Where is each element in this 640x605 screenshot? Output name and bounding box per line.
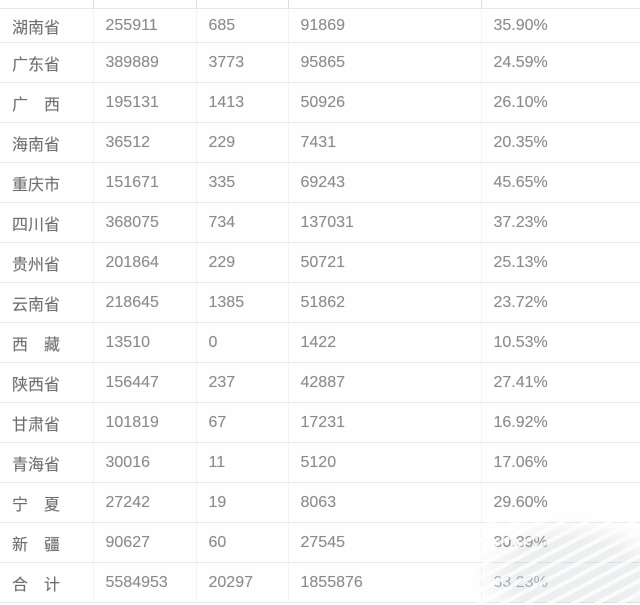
cell-value-2: 0 <box>196 322 289 363</box>
cell-percent: 17.06% <box>481 442 640 483</box>
cell-value-3: 50926 <box>288 82 482 123</box>
cell-value-1: 218645 <box>93 282 197 323</box>
cell-percent: 37.23% <box>481 202 640 243</box>
clipped-cell <box>0 0 94 9</box>
table-row: 湖南省 255911 685 91869 35.90% <box>0 8 640 43</box>
cell-percent: 25.13% <box>481 242 640 283</box>
table-row-total: 合 计 5584953 20297 1855876 33.23% <box>0 562 640 603</box>
cell-value-2: 11 <box>196 442 289 483</box>
cell-value-1: 13510 <box>93 322 197 363</box>
table-row: 宁 夏 27242 19 8063 29.60% <box>0 482 640 523</box>
cell-province: 四川省 <box>0 202 94 243</box>
cell-value-3: 5120 <box>288 442 482 483</box>
clipped-row-top <box>0 0 640 9</box>
cell-province: 广 西 <box>0 82 94 123</box>
cell-percent: 16.92% <box>481 402 640 443</box>
cell-province: 宁 夏 <box>0 482 94 523</box>
cell-value-1: 156447 <box>93 362 197 403</box>
cell-value-1: 389889 <box>93 42 197 83</box>
cell-percent: 26.10% <box>481 82 640 123</box>
clipped-cell <box>481 0 640 9</box>
cell-value-2: 229 <box>196 242 289 283</box>
cell-value-2: 335 <box>196 162 289 203</box>
cell-province: 西 藏 <box>0 322 94 363</box>
cell-percent: 24.59% <box>481 42 640 83</box>
cell-percent: 10.53% <box>481 322 640 363</box>
cell-province: 甘肃省 <box>0 402 94 443</box>
table-row: 贵州省 201864 229 50721 25.13% <box>0 242 640 283</box>
cell-value-2: 1385 <box>196 282 289 323</box>
cell-percent: 27.41% <box>481 362 640 403</box>
cell-province: 陕西省 <box>0 362 94 403</box>
cell-value-3: 1422 <box>288 322 482 363</box>
cell-value-3: 50721 <box>288 242 482 283</box>
cell-percent: 35.90% <box>481 8 640 43</box>
cell-value-2: 19 <box>196 482 289 523</box>
cell-value-1: 255911 <box>93 8 197 43</box>
cell-province: 青海省 <box>0 442 94 483</box>
cell-value-3: 91869 <box>288 8 482 43</box>
cell-province: 合 计 <box>0 562 94 603</box>
table-row: 四川省 368075 734 137031 37.23% <box>0 202 640 243</box>
cell-value-2: 237 <box>196 362 289 403</box>
cell-value-1: 27242 <box>93 482 197 523</box>
table-row: 广 西 195131 1413 50926 26.10% <box>0 82 640 123</box>
cell-value-1: 36512 <box>93 122 197 163</box>
table-row: 新 疆 90627 60 27545 30.39% <box>0 522 640 563</box>
cell-value-3: 42887 <box>288 362 482 403</box>
cell-value-3: 1855876 <box>288 562 482 603</box>
cell-value-2: 229 <box>196 122 289 163</box>
cell-province: 广东省 <box>0 42 94 83</box>
cell-province: 新 疆 <box>0 522 94 563</box>
cell-province: 湖南省 <box>0 8 94 43</box>
cell-value-3: 95865 <box>288 42 482 83</box>
table-row: 云南省 218645 1385 51862 23.72% <box>0 282 640 323</box>
cell-value-2: 67 <box>196 402 289 443</box>
table-row: 海南省 36512 229 7431 20.35% <box>0 122 640 163</box>
cell-percent: 30.39% <box>481 522 640 563</box>
clipped-cell <box>93 0 197 9</box>
cell-value-3: 7431 <box>288 122 482 163</box>
table-row: 甘肃省 101819 67 17231 16.92% <box>0 402 640 443</box>
cell-value-1: 201864 <box>93 242 197 283</box>
cell-value-1: 30016 <box>93 442 197 483</box>
cell-value-3: 137031 <box>288 202 482 243</box>
table-row: 青海省 30016 11 5120 17.06% <box>0 442 640 483</box>
cell-percent: 45.65% <box>481 162 640 203</box>
cell-value-1: 90627 <box>93 522 197 563</box>
cell-value-2: 60 <box>196 522 289 563</box>
cell-percent: 23.72% <box>481 282 640 323</box>
cell-value-3: 51862 <box>288 282 482 323</box>
cell-value-2: 20297 <box>196 562 289 603</box>
cell-province: 海南省 <box>0 122 94 163</box>
cell-value-2: 734 <box>196 202 289 243</box>
cell-value-1: 5584953 <box>93 562 197 603</box>
cell-percent: 33.23% <box>481 562 640 603</box>
cell-value-1: 195131 <box>93 82 197 123</box>
cell-value-2: 3773 <box>196 42 289 83</box>
cell-percent: 20.35% <box>481 122 640 163</box>
cell-value-2: 1413 <box>196 82 289 123</box>
cell-percent: 29.60% <box>481 482 640 523</box>
table-row: 重庆市 151671 335 69243 45.65% <box>0 162 640 203</box>
cell-value-3: 69243 <box>288 162 482 203</box>
cell-value-1: 151671 <box>93 162 197 203</box>
table-row: 西 藏 13510 0 1422 10.53% <box>0 322 640 363</box>
table-row: 广东省 389889 3773 95865 24.59% <box>0 42 640 83</box>
cell-province: 贵州省 <box>0 242 94 283</box>
cell-value-3: 27545 <box>288 522 482 563</box>
cell-value-1: 368075 <box>93 202 197 243</box>
cell-province: 云南省 <box>0 282 94 323</box>
table-row: 陕西省 156447 237 42887 27.41% <box>0 362 640 403</box>
cell-value-1: 101819 <box>93 402 197 443</box>
cell-value-3: 8063 <box>288 482 482 523</box>
clipped-cell <box>288 0 482 9</box>
cell-value-3: 17231 <box>288 402 482 443</box>
cell-value-2: 685 <box>196 8 289 43</box>
clipped-cell <box>196 0 289 9</box>
cell-province: 重庆市 <box>0 162 94 203</box>
